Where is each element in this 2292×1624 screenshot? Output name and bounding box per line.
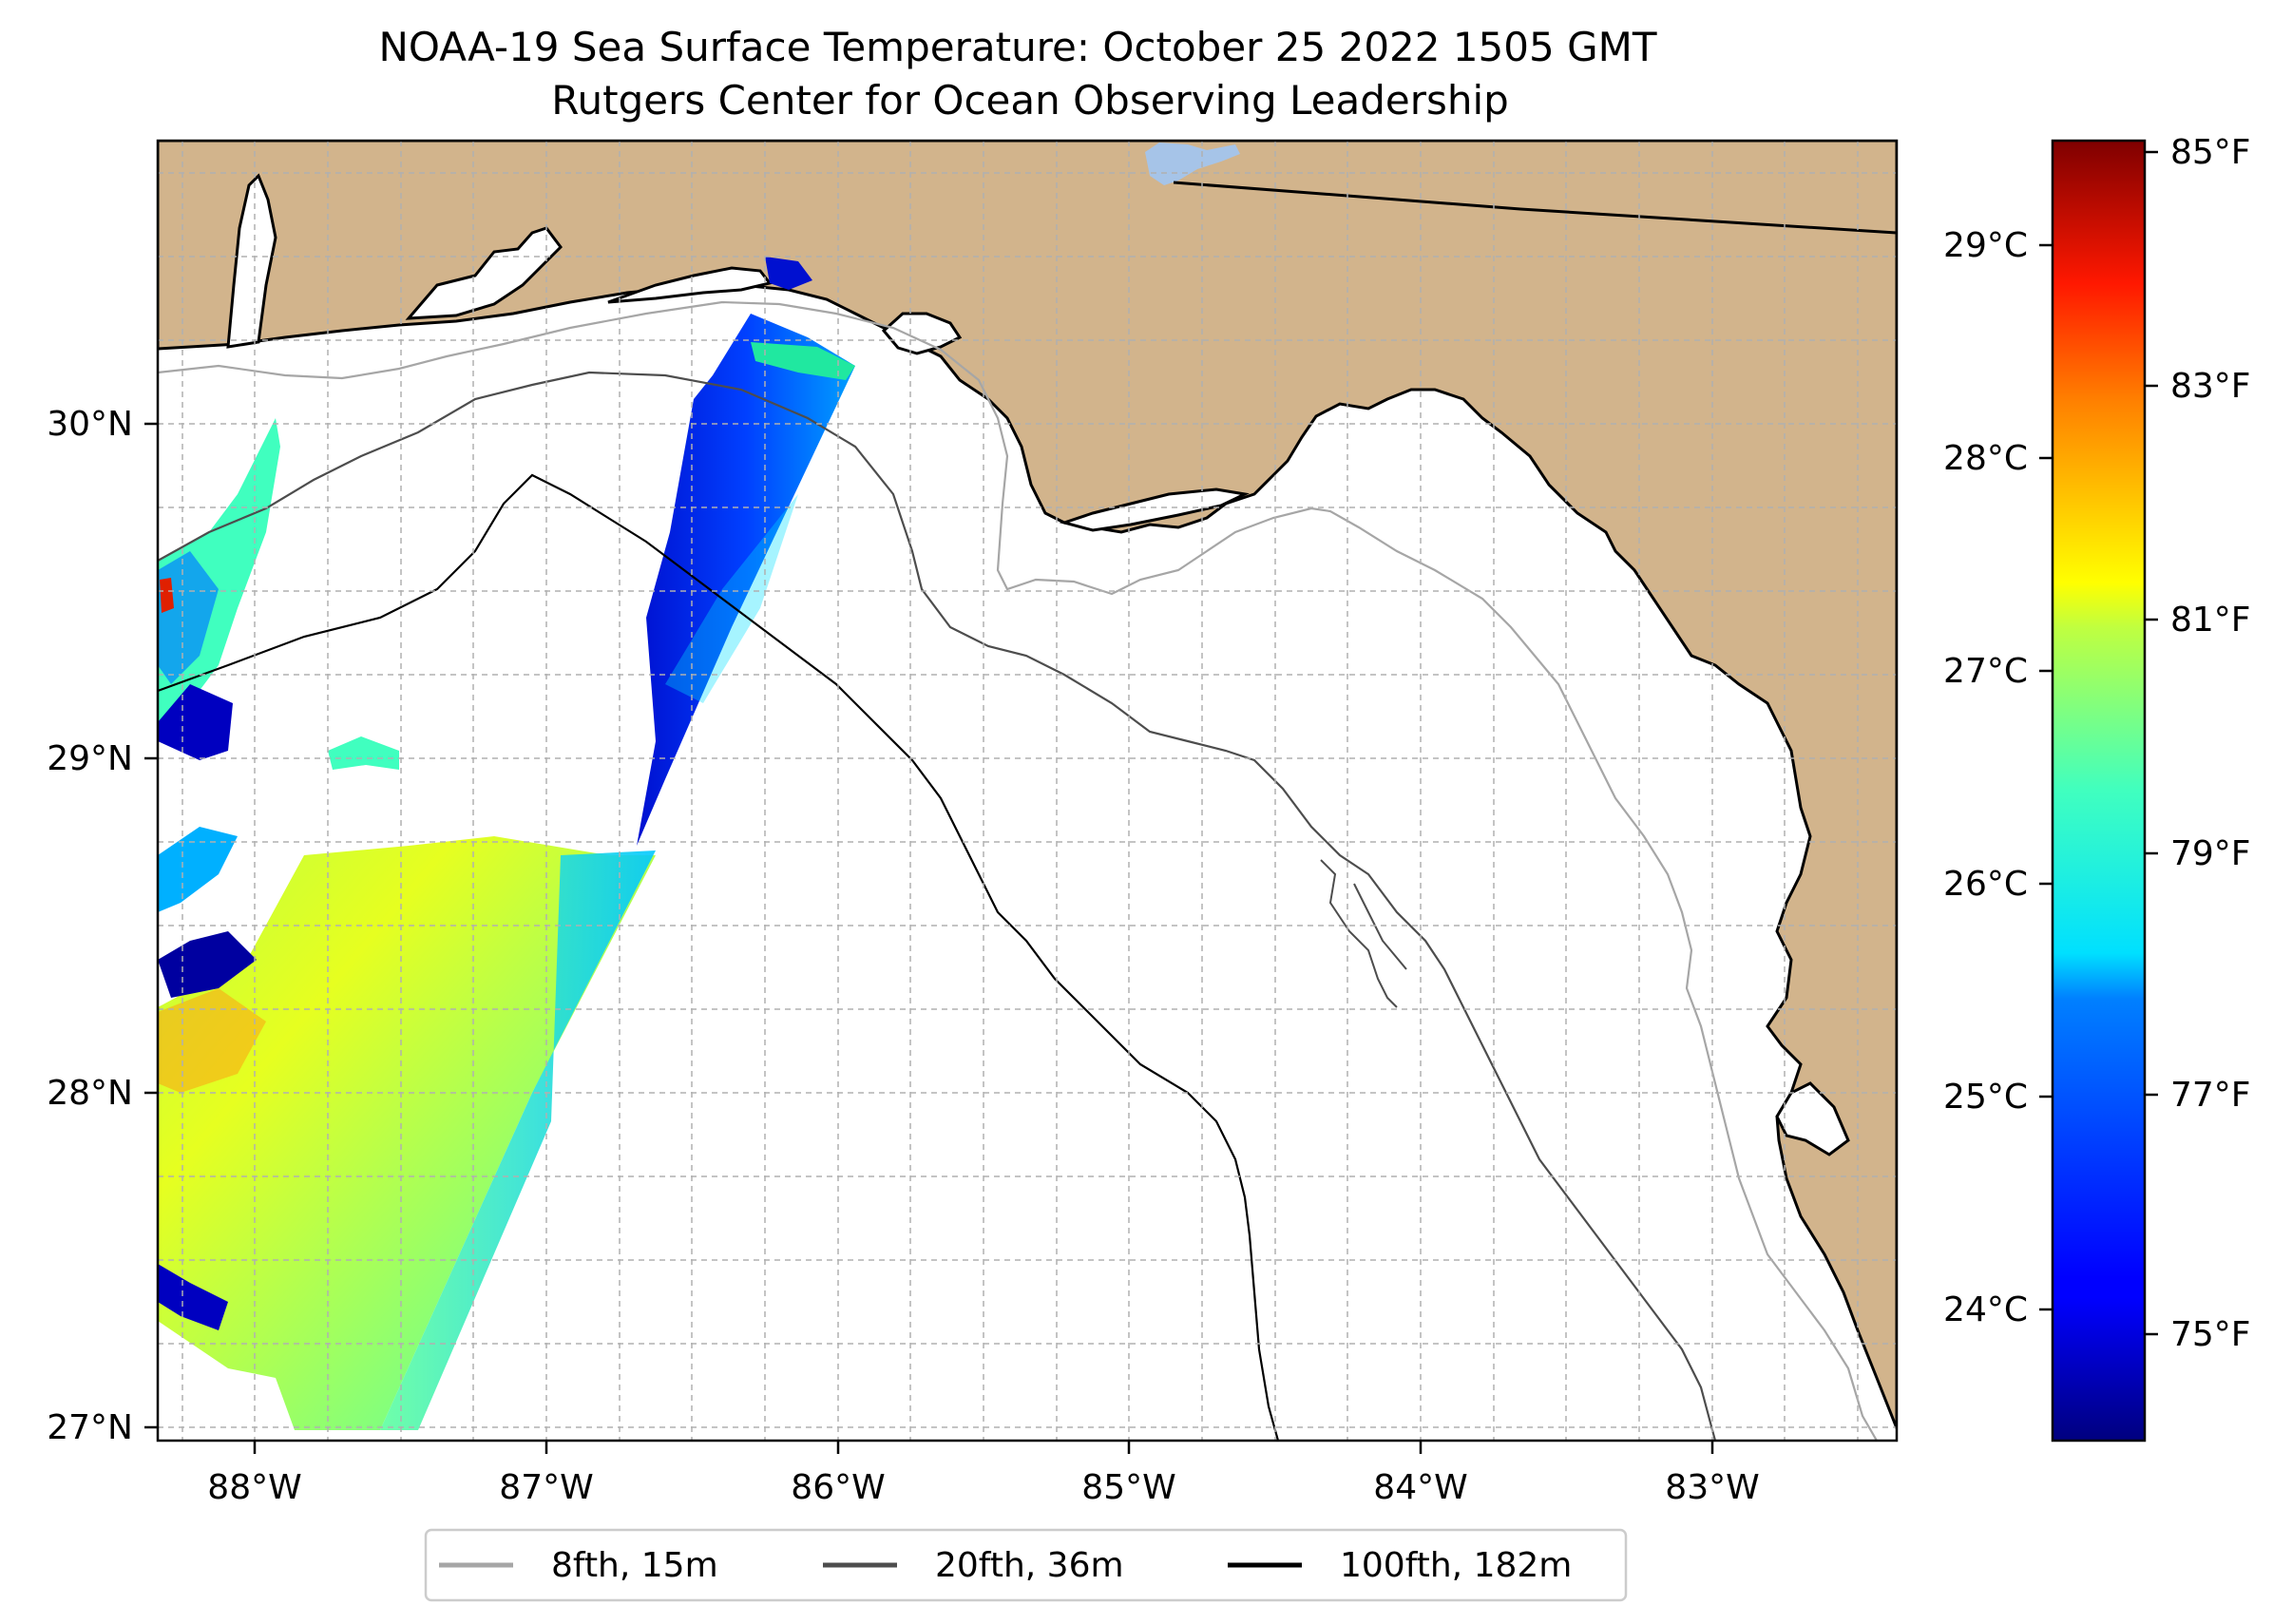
lat-tick-label: 29°N [47,739,133,778]
legend-label: 20fth, 36m [935,1546,1124,1585]
colorbar-celsius-label: 25°C [1943,1078,2028,1117]
isobath-100fth [158,473,1280,1441]
lon-tick-label: 88°W [207,1468,301,1507]
state-border [1173,181,1897,235]
lat-tick-label: 28°N [47,1074,133,1113]
lon-axis [253,1441,1714,1454]
lat-tick-label: 27°N [47,1408,133,1447]
colorbar-celsius-ticks [2039,243,2053,1311]
colorbar-celsius-label: 29°C [1943,226,2028,265]
colorbar-celsius-label: 28°C [1943,439,2028,478]
isobath-8fth [158,300,1878,1441]
legend-label: 100fth, 182m [1340,1546,1572,1585]
colorbar-fahrenheit-label: 75°F [2170,1315,2251,1354]
lon-tick-label: 83°W [1665,1468,1759,1507]
colorbar-celsius-label: 24°C [1943,1290,2028,1329]
map-frame [156,139,1899,1442]
land-mass [158,141,1897,1429]
chart-subtitle: Rutgers Center for Ocean Observing Leade… [551,77,1509,124]
legend: 8fth, 15m 20fth, 36m 100fth, 182m [424,1528,1628,1602]
colorbar-fahrenheit-label: 83°F [2170,367,2251,406]
gridlines [158,141,1897,1441]
colorbar [2051,139,2147,1442]
lon-tick-label: 87°W [499,1468,593,1507]
colorbar-fahrenheit-label: 85°F [2170,133,2251,172]
colorbar-fahrenheit-label: 79°F [2170,834,2251,873]
map-area [158,141,1897,1441]
legend-label: 8fth, 15m [551,1546,718,1585]
lat-axis [144,422,158,1429]
lake [1145,143,1240,185]
colorbar-celsius-label: 27°C [1943,652,2028,691]
chart-title: NOAA-19 Sea Surface Temperature: October… [378,24,1656,70]
colorbar-fahrenheit-label: 77°F [2170,1076,2251,1115]
apalachicola-bay [1059,487,1250,532]
isobath-shelf-islands [1320,859,1407,1008]
colorbar-fahrenheit-label: 81°F [2170,601,2251,640]
colorbar-celsius-label: 26°C [1943,865,2028,904]
lon-tick-label: 84°W [1373,1468,1467,1507]
legend-box [424,1528,1628,1602]
tampa-bay [1775,1081,1850,1156]
lat-tick-label: 30°N [47,405,133,444]
isobath-20fth [158,371,1717,1441]
lon-tick-label: 85°W [1081,1468,1175,1507]
colorbar-fahrenheit-ticks [2145,150,2158,1336]
lon-tick-label: 86°W [791,1468,885,1507]
